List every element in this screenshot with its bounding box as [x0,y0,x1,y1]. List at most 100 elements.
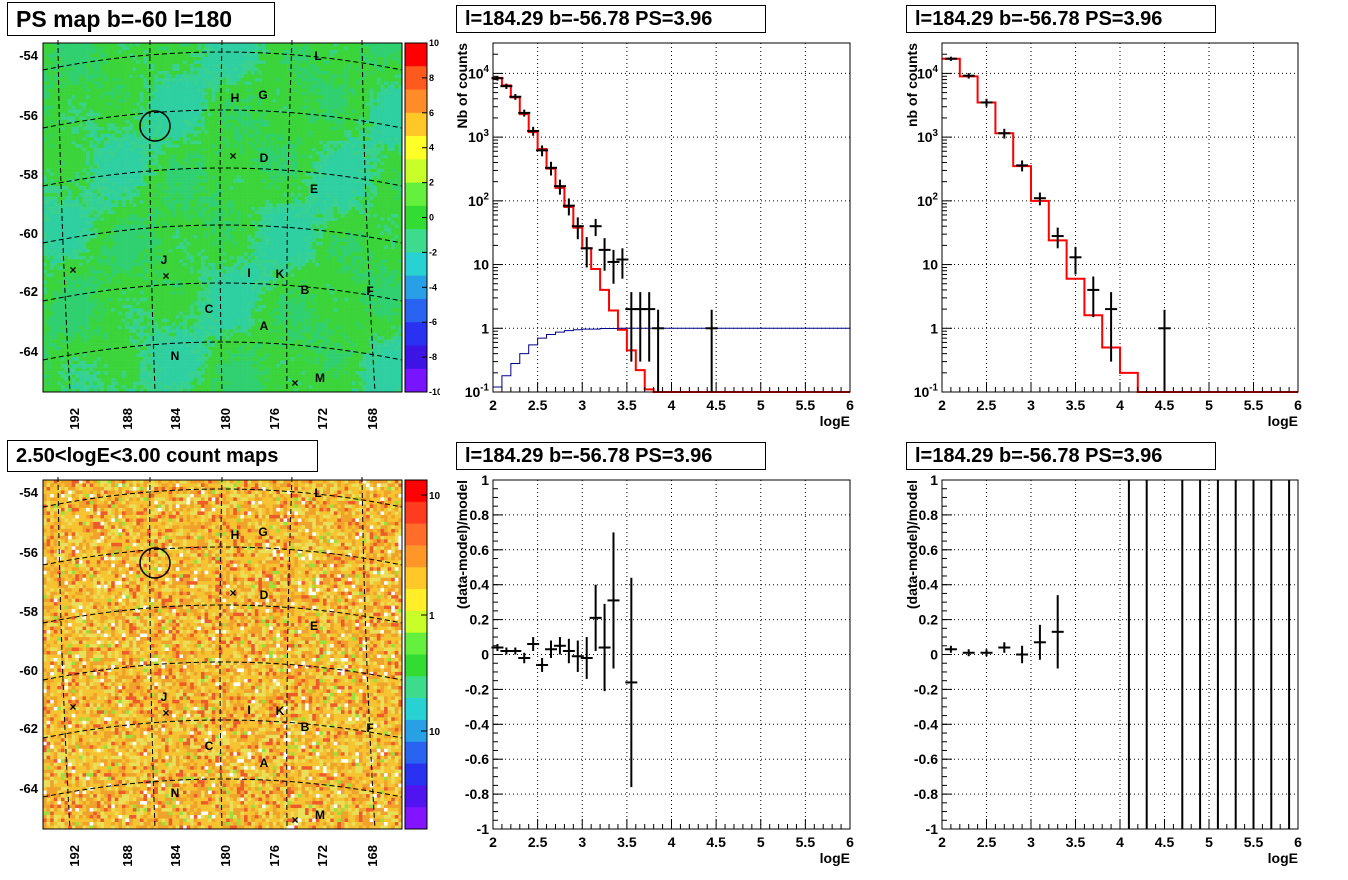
data-point [652,310,664,392]
data-point [590,585,602,651]
data-point [545,641,557,658]
source-label: J [161,253,168,267]
x-tick-label: 2.5 [977,834,997,850]
x-tick-label: 5.5 [796,834,816,850]
x-tick-label: 180 [218,845,233,867]
data-point [1070,247,1082,275]
source-label: L [314,486,321,500]
source-marker: × [229,149,236,163]
source-marker: × [69,263,76,277]
y-tick-label: 0.8 [919,507,939,523]
x-tick-label: 192 [67,845,82,867]
x-axis-label: logE [820,413,850,429]
chart-title: l=184.29 b=-56.78 PS=3.96 [456,442,766,470]
y-tick-label: -0.8 [465,786,489,802]
y-tick-label: 0.8 [470,507,490,523]
x-tick-label: 5 [757,834,765,850]
y-tick-label: -54 [19,48,39,63]
x-tick-label: 4 [668,397,676,413]
source-label: G [258,88,267,102]
chart-title: 2.50<logE<3.00 count maps [7,440,318,472]
y-tick-label: 0 [930,647,938,663]
y-tick-label: 103 [468,128,490,145]
source-label: K [276,267,285,281]
source-label: I [247,703,250,717]
x-tick-label: 3.5 [1066,834,1086,850]
colorbar-tick-label: 10 [429,38,439,48]
y-tick-label: 0.4 [919,577,939,593]
source-label: E [310,619,318,633]
source-label: A [260,319,269,333]
source-label: G [258,525,267,539]
y-tick-label: -0.2 [914,681,938,697]
x-axis-label: logE [1268,413,1298,429]
x-tick-label: 2.5 [977,397,997,413]
y-tick-label: -1 [477,821,490,837]
source-label: D [260,151,269,165]
x-tick-label: 188 [120,408,135,430]
y-axis-label: (data-model)/model [904,480,920,609]
y-tick-label: -0.6 [914,751,938,767]
y-tick-label: -54 [19,485,39,500]
colorbar-tick-label: -4 [429,282,437,292]
x-tick-label: 5 [757,397,765,413]
chart-title: l=184.29 b=-56.78 PS=3.96 [906,5,1216,33]
x-tick-label: 3 [578,397,586,413]
data-point [1016,646,1028,663]
data-point [563,639,575,663]
source-label: C [205,302,214,316]
x-tick-label: 3.5 [617,397,637,413]
x-tick-label: 168 [365,845,380,867]
y-tick-label: 10-1 [914,383,939,400]
y-tick-label: 1 [930,320,938,336]
y-tick-label: 104 [917,64,939,81]
x-tick-label: 2 [489,834,497,850]
y-tick-label: 0.4 [470,577,490,593]
source-label: H [231,91,240,105]
source-marker: × [229,586,236,600]
data-point [981,649,993,656]
y-tick-label: -60 [19,663,38,678]
data-point [963,649,975,656]
data-point [643,292,655,362]
y-tick-label: 0.2 [919,612,939,628]
colorbar-tick-label: 8 [429,73,434,83]
y-tick-label: 10-1 [465,383,490,400]
colorbar-tick-label: -10 [429,387,440,397]
x-tick-label: 2 [938,834,946,850]
source-label: B [301,283,310,297]
y-tick-label: 1 [481,320,489,336]
x-tick-label: 4.5 [1155,834,1175,850]
y-tick-label: -0.2 [465,681,489,697]
colorbar [405,480,427,830]
y-tick-label: 104 [468,64,490,81]
y-tick-label: -64 [19,781,39,796]
data-point [945,646,957,653]
data-point [509,648,521,655]
x-tick-label: 188 [120,845,135,867]
y-axis-label: (data-model)/model [454,480,470,609]
colorbar-tick-label: 0 [429,213,434,223]
data-point [1087,276,1099,317]
x-tick-label: 5.5 [1244,834,1264,850]
source-label: C [205,739,214,753]
x-tick-label: 4 [1116,834,1124,850]
x-tick-label: 3.5 [1066,397,1086,413]
x-tick-label: 3 [578,834,586,850]
x-tick-label: 4.5 [706,397,726,413]
source-marker: × [162,269,169,283]
y-tick-label: 1 [930,472,938,488]
y-tick-label: 103 [917,128,939,145]
source-label: F [366,284,373,298]
data-point [1034,193,1046,206]
y-tick-label: 0 [481,647,489,663]
y-tick-label: -62 [19,721,38,736]
y-tick-label: -56 [19,108,38,123]
x-tick-label: 2.5 [528,834,548,850]
colorbar-tick-label: 2 [429,178,434,188]
y-tick-label: -1 [926,821,939,837]
